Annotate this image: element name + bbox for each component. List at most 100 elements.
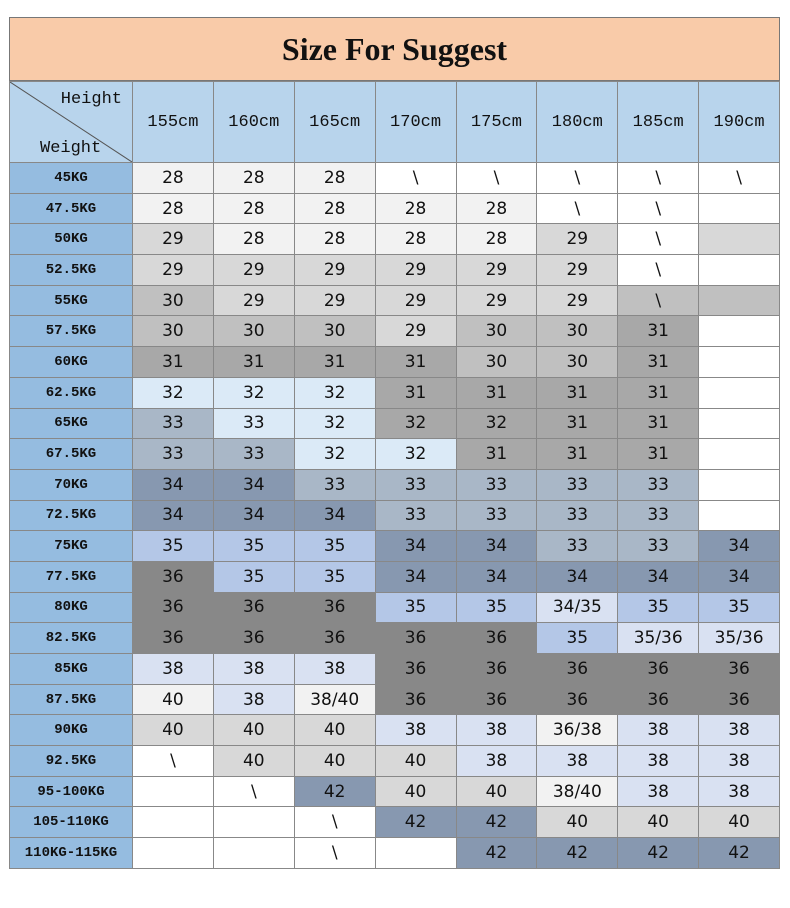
height-header: 185cm — [617, 81, 700, 163]
size-cell: 31 — [617, 438, 700, 470]
size-cell: 35 — [293, 530, 376, 562]
size-cell — [698, 438, 780, 470]
table-row: 52.5KG 29 29 29 29 29 29 \ — [9, 254, 780, 286]
corner-diagonal — [10, 82, 132, 162]
size-cell: 29 — [536, 223, 619, 256]
size-chart: Size For Suggest Height Weight 155cm 160… — [9, 17, 780, 869]
size-cell: 42 — [698, 837, 780, 869]
size-cell: 36 — [293, 591, 376, 624]
size-cell: 36 — [455, 683, 538, 716]
weight-label: 80KG — [9, 591, 133, 624]
size-cell: 40 — [293, 745, 376, 777]
size-cell: 36 — [132, 622, 214, 654]
size-cell: 28 — [132, 162, 214, 194]
weight-label: 62.5KG — [9, 376, 133, 409]
size-cell: 34 — [536, 560, 619, 593]
table-row: 87.5KG 40 38 38/40 36 36 36 36 36 — [9, 683, 780, 716]
size-cell: 29 — [293, 254, 376, 286]
size-cell: 35 — [293, 560, 376, 593]
size-cell: 28 — [212, 162, 295, 194]
size-cell: 34/35 — [536, 591, 619, 624]
table-row: 110KG-115KG \ 42 42 42 42 — [9, 837, 780, 869]
size-cell — [698, 223, 780, 256]
size-cell: 42 — [455, 806, 538, 839]
size-cell: 28 — [455, 192, 538, 225]
size-cell: 42 — [455, 837, 538, 869]
size-cell: 40 — [132, 714, 214, 747]
size-cell: 29 — [212, 254, 295, 286]
size-cell: 36 — [132, 591, 214, 624]
size-cell: 29 — [374, 284, 457, 317]
size-cell: 38 — [698, 714, 780, 747]
size-cell — [132, 806, 214, 839]
table-row: 62.5KG 32 32 32 31 31 31 31 — [9, 376, 780, 409]
size-cell: \ — [617, 254, 700, 286]
size-cell: 30 — [293, 315, 376, 348]
size-cell: 38/40 — [536, 775, 619, 808]
size-cell: 38 — [455, 714, 538, 747]
size-cell: \ — [536, 162, 619, 194]
weight-label: 45KG — [9, 162, 133, 194]
size-cell: 32 — [212, 376, 295, 409]
size-cell: 33 — [536, 468, 619, 501]
size-cell: 33 — [617, 468, 700, 501]
size-cell: \ — [132, 745, 214, 777]
size-cell: 28 — [374, 192, 457, 225]
size-cell — [698, 346, 780, 378]
size-cell: 34 — [374, 530, 457, 562]
size-cell: 34 — [212, 468, 295, 501]
size-rows: 45KG 28 28 28 \ \ \ \ \ 47.5KG 28 28 28 28 28 \ \ 50KG 29 2… — [9, 162, 780, 869]
size-cell: 35 — [132, 530, 214, 562]
size-cell: 33 — [212, 407, 295, 440]
size-cell: 35/36 — [617, 622, 700, 654]
size-cell: 38 — [617, 745, 700, 777]
size-cell: 38 — [212, 683, 295, 716]
size-cell: 31 — [536, 407, 619, 440]
size-cell: 34 — [212, 499, 295, 532]
weight-label: 95-100KG — [9, 775, 133, 808]
size-cell: 35 — [536, 622, 619, 654]
size-cell: 32 — [374, 438, 457, 470]
table-row: 45KG 28 28 28 \ \ \ \ \ — [9, 162, 780, 194]
size-cell: 36 — [455, 622, 538, 654]
size-cell: 28 — [293, 162, 376, 194]
size-cell: \ — [617, 192, 700, 225]
size-cell — [698, 315, 780, 348]
size-cell: 30 — [132, 315, 214, 348]
size-cell: 36 — [698, 683, 780, 716]
height-header: 165cm — [293, 81, 376, 163]
size-cell: 40 — [212, 714, 295, 747]
size-cell: 35/36 — [698, 622, 780, 654]
size-cell: 34 — [455, 560, 538, 593]
height-header: 170cm — [374, 81, 457, 163]
size-cell: 38 — [698, 745, 780, 777]
size-cell: 29 — [536, 284, 619, 317]
size-cell — [698, 192, 780, 225]
size-cell: 35 — [374, 591, 457, 624]
table-row: 80KG 36 36 36 35 35 34/35 35 35 — [9, 591, 780, 624]
size-cell: 36 — [212, 591, 295, 624]
size-cell: 38 — [617, 714, 700, 747]
size-cell: 36 — [698, 653, 780, 685]
size-cell: 42 — [374, 806, 457, 839]
size-cell: 36 — [374, 622, 457, 654]
size-cell: 40 — [455, 775, 538, 808]
size-cell: 33 — [293, 468, 376, 501]
size-cell: 33 — [212, 438, 295, 470]
size-cell: 34 — [617, 560, 700, 593]
table-row: 95-100KG \ 42 40 40 38/40 38 38 — [9, 775, 780, 808]
size-cell — [698, 407, 780, 440]
size-cell: 32 — [293, 438, 376, 470]
height-header: 155cm — [132, 81, 214, 163]
size-cell — [132, 837, 214, 869]
table-row: 92.5KG \ 40 40 40 38 38 38 38 — [9, 745, 780, 777]
size-cell: 33 — [536, 530, 619, 562]
size-cell: 30 — [536, 346, 619, 378]
size-cell: 40 — [132, 683, 214, 716]
size-cell: \ — [617, 162, 700, 194]
size-cell: 29 — [132, 254, 214, 286]
size-cell: 31 — [617, 346, 700, 378]
weight-label: 72.5KG — [9, 499, 133, 532]
size-cell: \ — [455, 162, 538, 194]
size-cell: 38 — [212, 653, 295, 685]
